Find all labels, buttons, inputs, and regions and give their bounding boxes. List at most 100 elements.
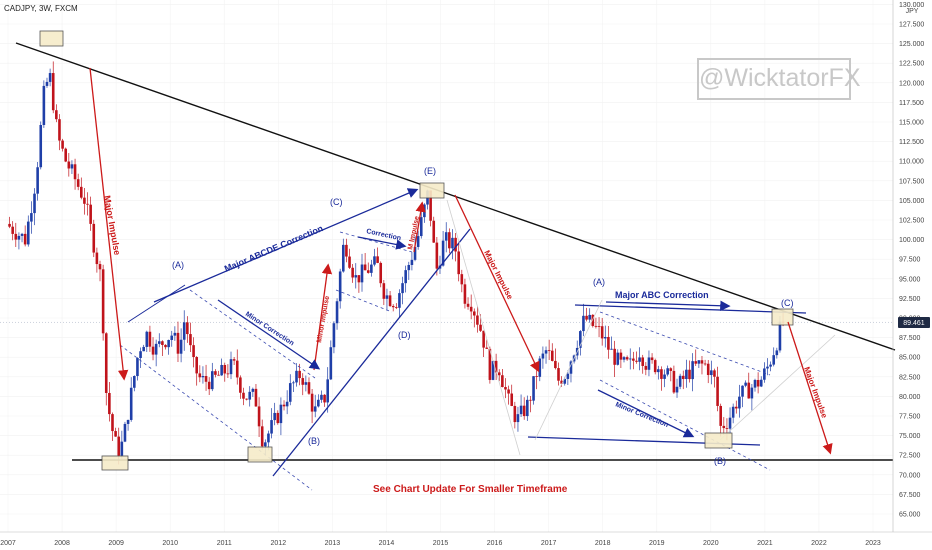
candle-body (763, 368, 766, 380)
candle-body (579, 331, 582, 348)
candle-body (466, 303, 470, 307)
candle-body (332, 323, 336, 348)
candle-body (104, 333, 108, 393)
candle-body (538, 358, 542, 377)
candle-body (58, 119, 61, 141)
major-impulse-arrow-3 (787, 321, 833, 455)
candle-body (497, 372, 501, 376)
y-tick-label: 102.500 (899, 218, 924, 225)
y-tick-label: 120.000 (899, 80, 924, 87)
candle-body (753, 379, 757, 388)
abc-top-line (574, 304, 807, 314)
rising-trendline[interactable] (272, 228, 471, 477)
pivot-box-2009 (101, 455, 129, 471)
candle-body (678, 375, 682, 387)
candle-body (26, 221, 30, 245)
last-price-text: 89.461 (903, 320, 925, 327)
time-axis[interactable]: 2007 2008 2009 2010 2011 2012 2013 2014 2015 2016… (0, 531, 932, 547)
candle-body (55, 110, 58, 120)
candle-body (279, 404, 283, 424)
candle-body (204, 376, 208, 382)
candle-body (379, 262, 383, 284)
label-major-abc: Major ABC Correction (615, 290, 709, 300)
candle-body (482, 330, 485, 348)
x-tick-label: 2017 (541, 540, 557, 547)
candle-body (710, 370, 713, 376)
candle-body (317, 399, 320, 407)
candle-body (441, 240, 445, 266)
y-tick-label: 122.500 (899, 61, 924, 68)
candle-body (357, 275, 361, 283)
candle-body (728, 417, 732, 429)
candle-body (217, 374, 220, 376)
candle-body (522, 405, 526, 417)
candle-body (660, 369, 663, 379)
abcde-arrow (153, 188, 419, 303)
candle-body (11, 226, 14, 234)
price-axis[interactable]: 65.000 67.500 70.000 72.500 75.000 77.500 80.0… (892, 0, 924, 532)
x-tick-label: 2011 (217, 540, 232, 547)
candle-body (301, 378, 305, 385)
candle-body (535, 376, 538, 377)
candle-body (691, 361, 694, 380)
candle-body (688, 369, 691, 380)
candle-body (51, 73, 55, 111)
y-tick-label: 85.000 (899, 355, 921, 362)
y-tick-label: 127.500 (899, 22, 924, 29)
candle-body (451, 237, 454, 249)
candle-body (485, 347, 489, 349)
symbol-header: CADJPY, 3W, FXCM (4, 4, 78, 13)
candle-body (260, 426, 264, 447)
candle-body (766, 366, 769, 369)
candle-body (326, 379, 329, 403)
candle-body (229, 359, 233, 375)
x-tick-label: 2010 (162, 540, 178, 547)
candle-body (504, 387, 507, 390)
candle-body (628, 358, 632, 360)
candle-body (307, 382, 311, 394)
candle-body (725, 428, 729, 429)
candle-body (588, 314, 591, 320)
correction-arrow (357, 236, 407, 250)
candle-body (401, 283, 404, 294)
candle-body (189, 334, 192, 346)
candle-body (722, 425, 726, 429)
candle-body (544, 350, 548, 354)
candle-body (429, 190, 432, 221)
candle-body (335, 301, 339, 324)
candle-body (519, 405, 523, 415)
candle-body (170, 335, 174, 340)
candle-body (697, 360, 701, 364)
candle-body (510, 393, 514, 406)
minor-corr-upper (599, 311, 771, 376)
candle-body (404, 270, 407, 284)
candle-body (385, 295, 389, 299)
candle-body (198, 373, 202, 378)
x-tick-label: 2019 (649, 540, 665, 547)
minor-impulse-arrow (313, 263, 333, 371)
candle-body (366, 270, 370, 273)
pivot-box-2015 (419, 182, 445, 199)
candle-body (388, 295, 392, 306)
candle-body (591, 314, 595, 326)
candle-body (20, 233, 24, 236)
candle-body (529, 399, 532, 401)
candle-body (129, 387, 133, 420)
candle-body (382, 283, 386, 299)
candle-body (23, 233, 27, 245)
candle-body (391, 305, 395, 308)
fan-line-2 (534, 299, 603, 441)
candle-body (86, 203, 89, 205)
label-major-impulse-3: Major Impulse (802, 366, 829, 420)
pivot-box-2020 (704, 432, 733, 449)
candle-body (738, 396, 741, 409)
candle-body (285, 401, 289, 407)
candle-body (694, 361, 698, 364)
candle-body (360, 264, 364, 283)
candle-body (36, 167, 39, 194)
candle-body (616, 352, 620, 365)
y-tick-label: 100.000 (899, 237, 924, 244)
candle-body (494, 360, 498, 373)
candle-body (560, 380, 563, 384)
